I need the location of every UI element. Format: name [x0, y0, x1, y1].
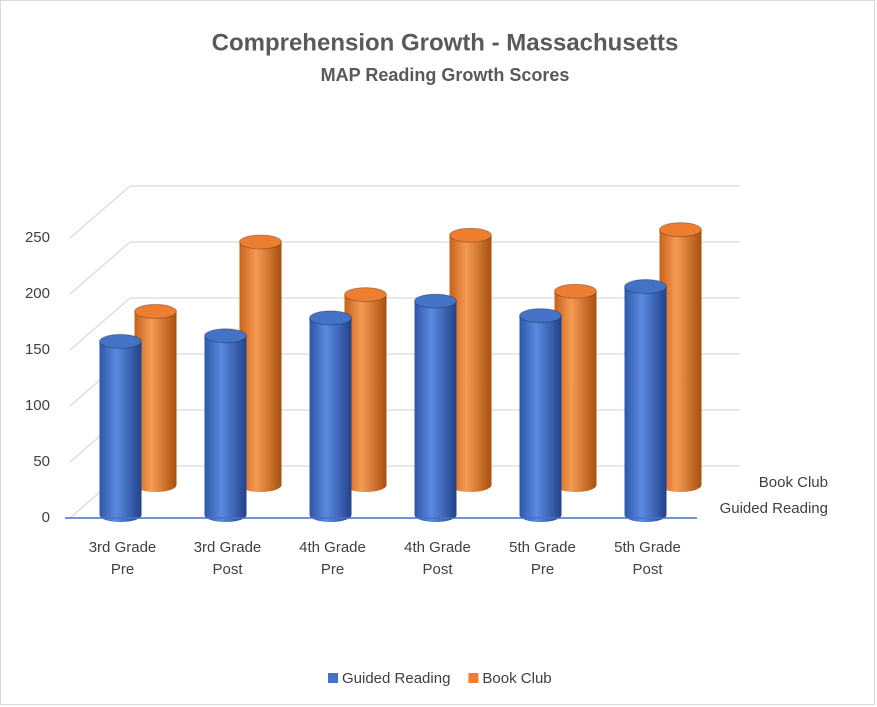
series-depth-label: Book Club: [759, 474, 828, 491]
bar-bottom: [99, 508, 142, 522]
bar: [204, 328, 247, 522]
y-tick-label: 150: [25, 341, 50, 358]
legend-label: Guided Reading: [342, 670, 450, 687]
bar-bottom: [519, 508, 562, 522]
bar-bottom: [344, 478, 387, 492]
bar-top: [204, 328, 247, 344]
grid-line: [69, 185, 740, 239]
bar-bottom: [309, 508, 352, 522]
bar-bottom: [414, 508, 457, 522]
legend-swatch: [468, 673, 479, 683]
chart-subtitle: MAP Reading Growth Scores: [321, 65, 570, 85]
bar-body: [624, 286, 667, 515]
bar: [414, 293, 457, 522]
chart-title: Comprehension Growth - Massachusetts: [212, 29, 679, 56]
y-tick-label: 100: [25, 397, 50, 414]
x-tick-label: 4th Grade Post: [404, 539, 471, 578]
bar-bottom: [659, 478, 702, 492]
bar-top: [414, 293, 457, 309]
series-depth-label: Guided Reading: [720, 500, 828, 517]
bar-body: [99, 341, 142, 515]
bar-bottom: [134, 478, 177, 492]
bar: [519, 308, 562, 522]
bar: [309, 310, 352, 522]
legend-label: Book Club: [482, 670, 551, 687]
bar-body: [414, 301, 457, 515]
bar-body: [309, 317, 352, 515]
bar-top: [99, 333, 142, 349]
bar-bottom: [554, 478, 597, 492]
bar-top: [659, 222, 702, 238]
bar-bottom: [624, 508, 667, 522]
grid-line: [69, 297, 740, 351]
y-tick-label: 50: [33, 453, 50, 470]
grid-line: [69, 241, 740, 295]
bar-top: [309, 310, 352, 326]
bar-top: [554, 283, 597, 299]
x-tick-label: 3rd Grade Pre: [89, 539, 157, 578]
bar-top: [624, 279, 667, 295]
bar: [99, 333, 142, 522]
bar-bottom: [449, 478, 492, 492]
x-tick-label: 5th Grade Pre: [509, 539, 576, 578]
y-tick-label: 250: [25, 229, 50, 246]
bar-top: [239, 234, 282, 250]
bar-top: [134, 303, 177, 319]
bar-top: [449, 227, 492, 243]
bar-body: [519, 315, 562, 515]
legend-swatch: [328, 673, 338, 683]
bar-body: [204, 335, 247, 515]
y-tick-label: 200: [25, 285, 50, 302]
bar-top: [344, 287, 387, 303]
x-tick-label: 5th Grade Post: [614, 539, 681, 578]
x-tick-label: 4th Grade Pre: [299, 539, 366, 578]
bar-bottom: [204, 508, 247, 522]
x-tick-label: 3rd Grade Post: [194, 539, 262, 578]
y-tick-label: 0: [42, 509, 50, 526]
bar: [624, 279, 667, 522]
bar-bottom: [239, 478, 282, 492]
bar-top: [519, 308, 562, 324]
